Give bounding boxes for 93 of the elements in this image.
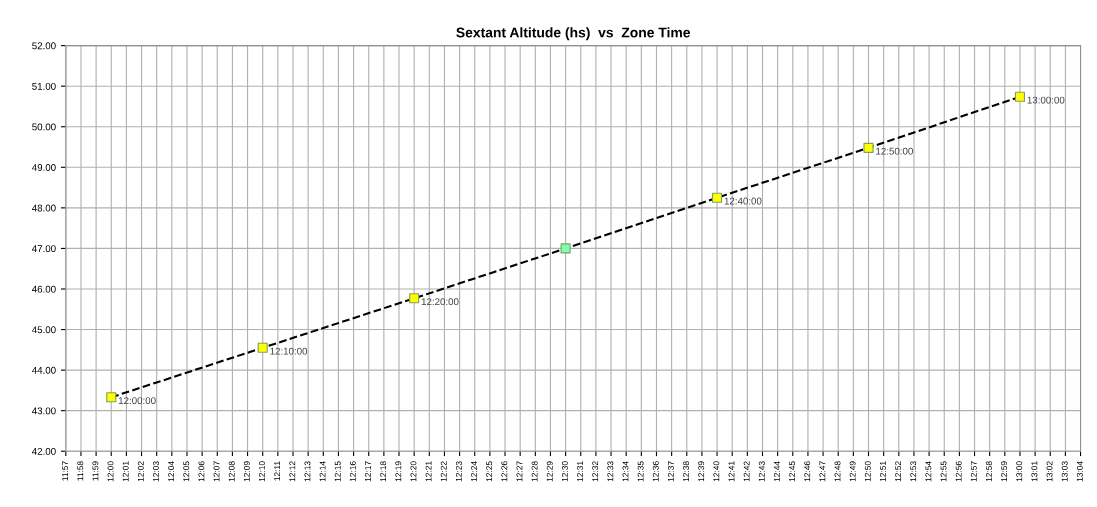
y-tick-label: 49.00 <box>31 164 56 171</box>
x-tick-label: 12:22 <box>440 461 447 482</box>
x-tick-label: 12:01 <box>122 461 129 482</box>
x-tick-label: 11:59 <box>92 461 99 481</box>
x-tick-label: 12:14 <box>319 461 326 482</box>
x-tick-label: 13:04 <box>1076 461 1083 482</box>
x-tick-label: 12:37 <box>667 461 674 482</box>
x-tick-label: 12:44 <box>773 461 780 482</box>
x-tick-label: 12:09 <box>243 461 250 482</box>
x-tick-label: 12:55 <box>940 461 947 482</box>
x-tick-label: 12:42 <box>743 461 750 482</box>
x-tick-label: 12:15 <box>334 461 341 482</box>
x-tick-label: 12:21 <box>425 461 432 482</box>
x-tick-label: 12:30 <box>561 461 568 482</box>
x-tick-label: 12:34 <box>622 461 629 482</box>
y-tick-label: 45.00 <box>31 326 56 334</box>
x-tick-label: 12:56 <box>955 461 962 482</box>
x-tick-label: 12:25 <box>486 461 493 482</box>
y-tick-label: 44.00 <box>31 366 56 374</box>
x-tick-label: 12:26 <box>501 461 508 482</box>
y-tick-label: 51.00 <box>32 82 56 90</box>
x-tick-label: 12:06 <box>198 461 205 482</box>
point <box>106 392 117 403</box>
y-tick-label: 52.00 <box>32 42 56 50</box>
x-tick-label: 11:57 <box>62 461 69 481</box>
x-tick-label: 12:05 <box>183 461 190 482</box>
point <box>560 243 571 254</box>
y-tick-label: 48.00 <box>31 204 56 212</box>
x-tick-label: 12:23 <box>455 461 462 482</box>
x-tick-label: 12:10 <box>259 461 265 482</box>
x-tick-label: 12:13 <box>304 461 311 482</box>
x-tick-label: 12:45 <box>789 461 796 482</box>
x-tick-label: 12:03 <box>153 461 159 482</box>
point <box>712 192 723 203</box>
annotation: 12:00:00 <box>118 397 156 405</box>
x-tick-label: 12:00 <box>107 461 114 482</box>
x-tick-label: 12:31 <box>577 461 583 482</box>
point <box>1014 91 1026 102</box>
x-tick-label: 12:46 <box>804 461 811 482</box>
x-tick-label: 12:19 <box>395 461 402 482</box>
x-tick-label: 11:58 <box>77 461 84 481</box>
x-tick-label: 12:32 <box>592 461 599 482</box>
y-tick-label: 47.00 <box>31 245 56 253</box>
x-tick-label: 12:18 <box>380 461 387 482</box>
x-tick-label: 12:12 <box>289 461 296 482</box>
annotation: 12:10:00 <box>270 347 308 355</box>
x-tick-label: 12:40 <box>713 461 720 482</box>
x-tick-label: 12:17 <box>365 461 371 482</box>
x-tick-label: 12:35 <box>637 461 644 482</box>
x-tick-label: 12:57 <box>970 461 977 482</box>
point <box>257 342 268 353</box>
x-tick-label: 12:48 <box>834 461 841 482</box>
x-tick-label: 12:33 <box>607 461 614 482</box>
x-tick-label: 12:16 <box>349 461 356 482</box>
x-tick-label: 13:03 <box>1061 461 1068 482</box>
x-tick-label: 12:50 <box>864 461 871 482</box>
y-tick-label: 46.00 <box>31 285 56 293</box>
x-tick-label: 12:49 <box>849 461 856 482</box>
x-tick-label: 12:39 <box>698 461 705 482</box>
x-tick-label: 12:27 <box>516 461 523 482</box>
x-tick-label: 12:11 <box>274 461 281 481</box>
x-tick-label: 13:01 <box>1031 461 1038 482</box>
x-tick-label: 12:59 <box>1001 461 1008 482</box>
y-tick-label: 42.00 <box>31 447 56 455</box>
x-tick-label: 12:08 <box>228 461 235 482</box>
x-tick-label: 12:58 <box>986 461 992 482</box>
x-tick-label: 12:24 <box>471 461 477 482</box>
x-tick-label: 12:53 <box>910 461 917 482</box>
point <box>409 293 420 304</box>
x-tick-label: 12:41 <box>728 461 735 482</box>
y-tick-label: 50.00 <box>32 123 56 131</box>
x-tick-label: 12:29 <box>546 461 553 482</box>
x-tick-label: 12:28 <box>531 461 538 482</box>
x-tick-label: 12:20 <box>410 461 417 482</box>
chart-title: Sextant Altitude (hs) vs Zone Time <box>456 27 691 41</box>
x-tick-label: 12:52 <box>895 461 902 482</box>
x-tick-label: 13:00 <box>1016 461 1023 482</box>
x-tick-label: 12:36 <box>652 461 659 482</box>
x-tick-label: 12:04 <box>168 461 175 482</box>
x-tick-label: 12:02 <box>137 461 144 482</box>
annotation: 12:40:00 <box>724 197 762 205</box>
point <box>863 142 874 153</box>
annotation: 13:00:00 <box>1027 96 1065 104</box>
x-tick-label: 12:51 <box>879 461 886 482</box>
y-tick-label: 43.00 <box>31 407 56 415</box>
x-tick-label: 12:38 <box>683 461 690 482</box>
x-tick-label: 12:54 <box>925 461 932 482</box>
annotation: 12:20:00 <box>421 298 459 306</box>
x-tick-label: 12:07 <box>213 461 220 482</box>
x-tick-label: 13:02 <box>1046 461 1053 482</box>
annotation: 12:50:00 <box>876 147 913 155</box>
x-tick-label: 12:43 <box>758 461 765 482</box>
x-tick-label: 12:47 <box>819 461 826 482</box>
